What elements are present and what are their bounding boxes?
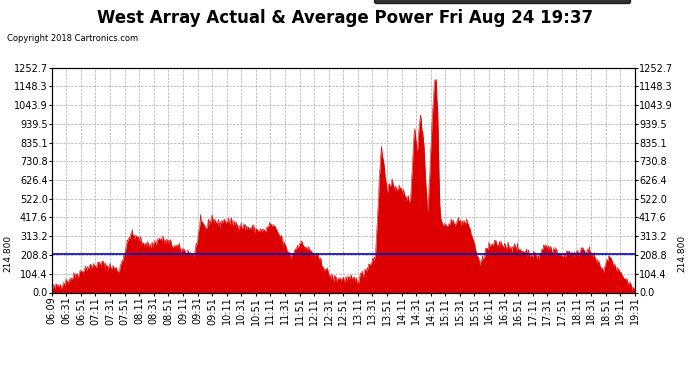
Text: 214.800: 214.800 xyxy=(3,236,13,273)
Text: Copyright 2018 Cartronics.com: Copyright 2018 Cartronics.com xyxy=(7,34,138,43)
Legend: Average  (DC Watts), West Array  (DC Watts): Average (DC Watts), West Array (DC Watts… xyxy=(375,0,630,3)
Text: 214.800: 214.800 xyxy=(677,236,687,273)
Text: West Array Actual & Average Power Fri Aug 24 19:37: West Array Actual & Average Power Fri Au… xyxy=(97,9,593,27)
